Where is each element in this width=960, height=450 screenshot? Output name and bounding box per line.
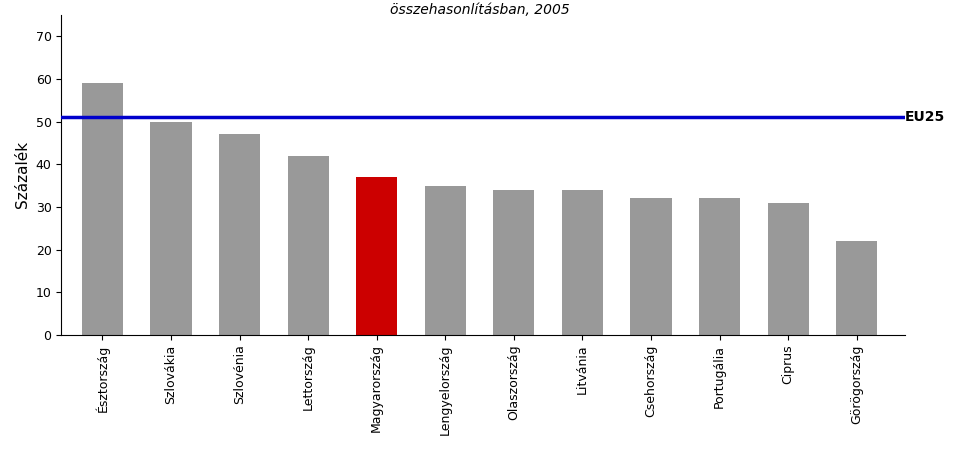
Bar	[288, 156, 328, 335]
Bar	[631, 198, 672, 335]
Bar	[768, 202, 808, 335]
Bar	[493, 190, 535, 335]
Bar	[836, 241, 877, 335]
Bar	[424, 185, 466, 335]
Text: összehasonlításban, 2005: összehasonlításban, 2005	[390, 3, 570, 17]
Bar	[151, 122, 192, 335]
Y-axis label: Százalék: Százalék	[15, 141, 30, 208]
Text: EU25: EU25	[904, 110, 945, 124]
Bar	[82, 83, 123, 335]
Bar	[699, 198, 740, 335]
Bar	[356, 177, 397, 335]
Bar	[562, 190, 603, 335]
Bar	[219, 135, 260, 335]
